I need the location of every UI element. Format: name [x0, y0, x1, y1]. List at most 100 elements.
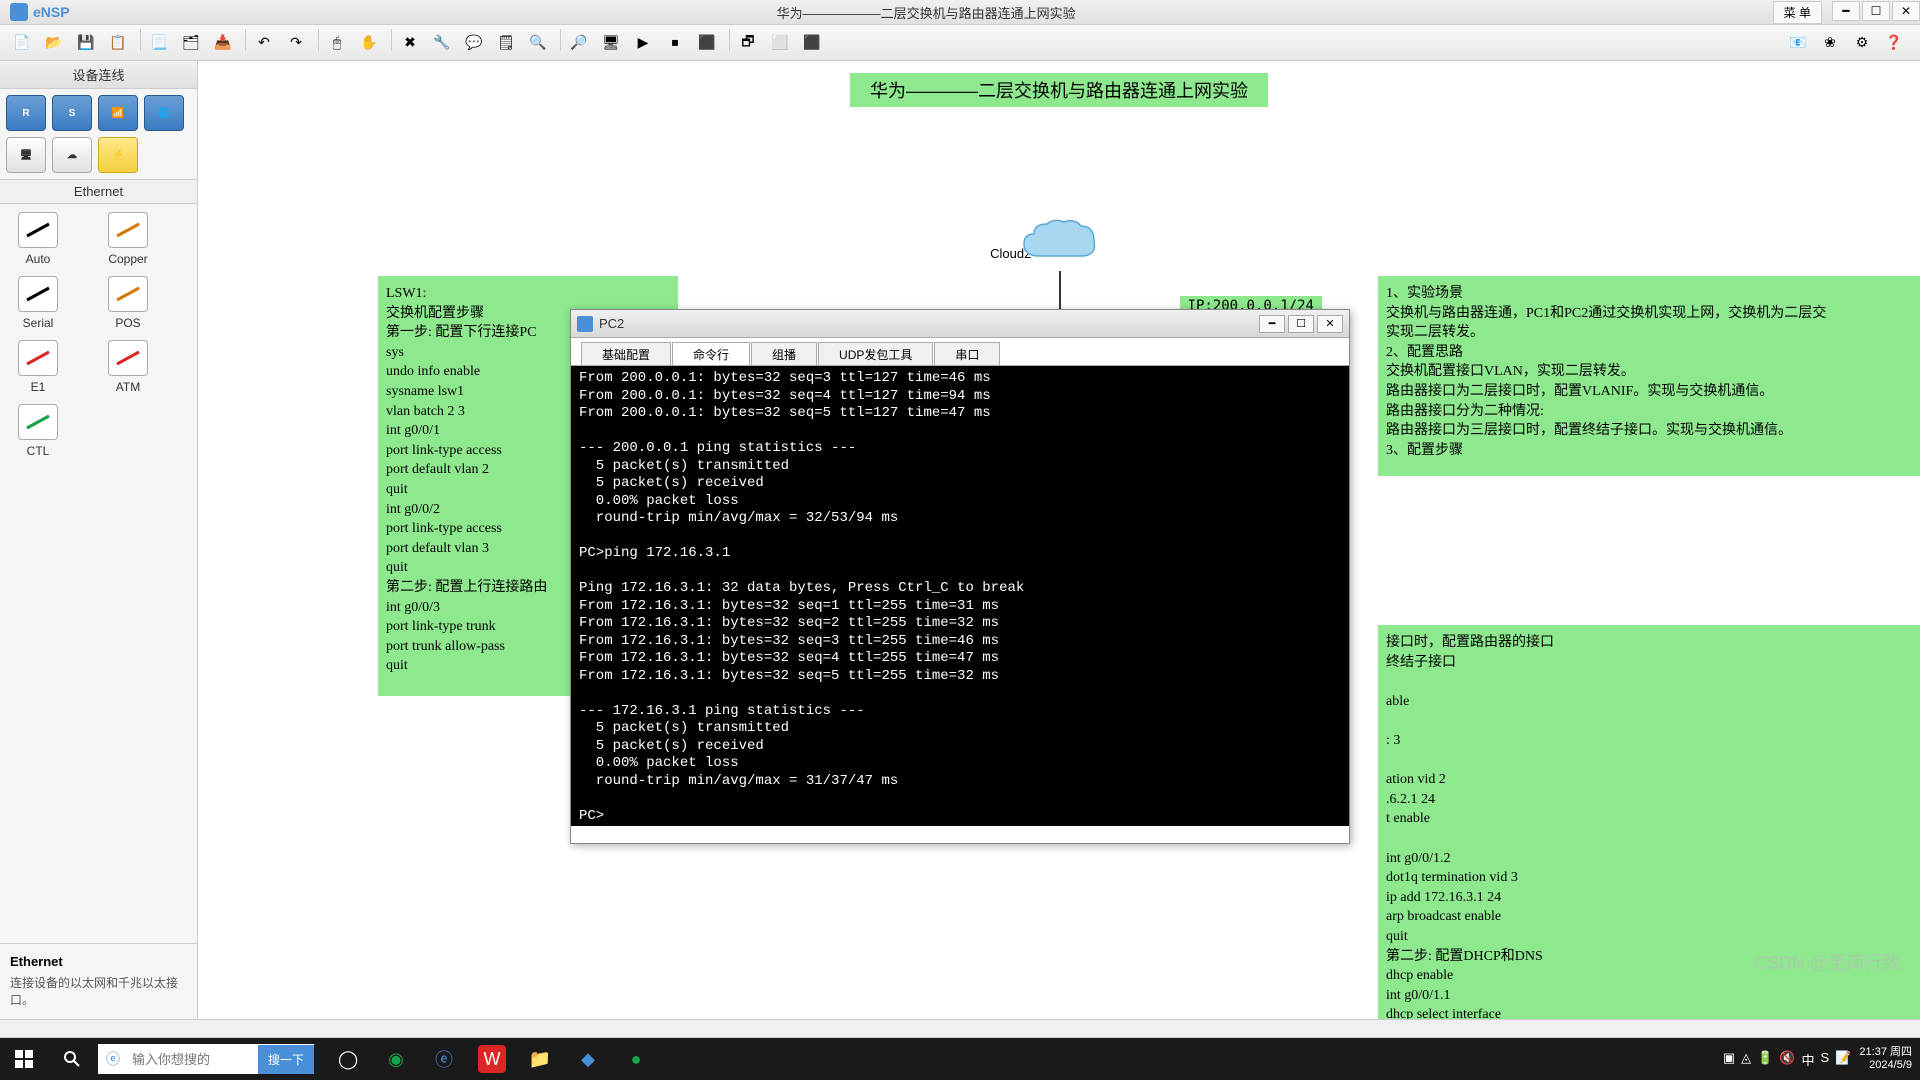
- topology-canvas[interactable]: 华为————二层交换机与路由器连通上网实验 Cloud2 IP:200.0.0.…: [198, 61, 1920, 1019]
- logo-icon: [10, 3, 28, 21]
- toolbar-button-13[interactable]: 💬: [460, 29, 488, 57]
- toolbar-button-11[interactable]: ✖: [396, 29, 424, 57]
- toolbar-right-button-2[interactable]: ⚙: [1848, 29, 1876, 57]
- toolbar-button-9[interactable]: 🖱: [323, 29, 351, 57]
- sidebar: 设备连线 RS📶🌐🖥☁⚡ Ethernet AutoCopperSerialPO…: [0, 61, 198, 1019]
- terminal-tab-1[interactable]: 命令行: [672, 342, 750, 365]
- app-name: eNSP: [33, 4, 70, 20]
- device-button-0[interactable]: R: [6, 95, 46, 131]
- taskbar-apps: ◯◉ⓔW📁◆●: [324, 1038, 660, 1080]
- taskbar-search[interactable]: ⓔ 搜一下: [98, 1044, 314, 1074]
- close-button[interactable]: ✕: [1892, 1, 1920, 21]
- device-button-5[interactable]: ☁: [52, 137, 92, 173]
- toolbar-button-3[interactable]: 📋: [104, 29, 132, 57]
- tray-icon-4[interactable]: 中: [1802, 1050, 1815, 1069]
- taskbar-app-ie[interactable]: ⓔ: [420, 1038, 468, 1080]
- cloud-node[interactable]: [1019, 216, 1099, 266]
- window-controls: 菜 单 ━ ☐ ✕: [1773, 1, 1920, 24]
- device-button-2[interactable]: 📶: [98, 95, 138, 131]
- info-description: 连接设备的以太网和千兆以太接口。: [10, 975, 187, 1009]
- start-button[interactable]: [0, 1038, 48, 1080]
- toolbar-button-19[interactable]: ⏹: [661, 29, 689, 57]
- toolbar-button-20[interactable]: ⬛: [693, 29, 721, 57]
- toolbar-button-12[interactable]: 🔧: [428, 29, 456, 57]
- canvas-title: 华为————二层交换机与路由器连通上网实验: [850, 73, 1268, 107]
- toolbar-right-button-3[interactable]: ❓: [1880, 29, 1908, 57]
- terminal-maximize-button[interactable]: ☐: [1288, 315, 1314, 333]
- toolbar-button-16[interactable]: 🔎: [565, 29, 593, 57]
- terminal-output[interactable]: From 200.0.0.1: bytes=32 seq=3 ttl=127 t…: [571, 366, 1349, 826]
- search-input[interactable]: [128, 1052, 258, 1067]
- terminal-titlebar[interactable]: PC2 ━ ☐ ✕: [571, 310, 1349, 338]
- device-button-1[interactable]: S: [52, 95, 92, 131]
- link-type-e1[interactable]: E1: [8, 340, 68, 394]
- taskbar-app-wps[interactable]: W: [468, 1038, 516, 1080]
- toolbar-button-17[interactable]: 🖥: [597, 29, 625, 57]
- device-palette: RS📶🌐 🖥☁⚡: [0, 89, 197, 179]
- taskbar-app-wechat[interactable]: ●: [612, 1038, 660, 1080]
- device-button-6[interactable]: ⚡: [98, 137, 138, 173]
- terminal-tab-4[interactable]: 串口: [934, 342, 1000, 365]
- toolbar-button-6[interactable]: 📥: [209, 29, 237, 57]
- taskbar-clock[interactable]: 21:37 周四 2024/5/9: [1859, 1046, 1912, 1072]
- windows-taskbar: ⓔ 搜一下 ◯◉ⓔW📁◆● ▣◬🔋🔇中S📝 21:37 周四 2024/5/9: [0, 1038, 1920, 1080]
- maximize-button[interactable]: ☐: [1862, 1, 1890, 21]
- taskbar-app-360[interactable]: ◉: [372, 1038, 420, 1080]
- terminal-tabs: 基础配置命令行组播UDP发包工具串口: [571, 338, 1349, 366]
- tray-icon-2[interactable]: 🔋: [1757, 1050, 1773, 1069]
- toolbar-right-button-0[interactable]: 📧: [1784, 29, 1812, 57]
- link-type-atm[interactable]: ATM: [98, 340, 158, 394]
- ie-icon: ⓔ: [98, 1049, 128, 1069]
- link-type-ctl[interactable]: CTL: [8, 404, 68, 458]
- taskbar-app-chrome[interactable]: ◯: [324, 1038, 372, 1080]
- tray-icon-6[interactable]: 📝: [1835, 1050, 1851, 1069]
- terminal-tab-0[interactable]: 基础配置: [581, 342, 671, 365]
- main-area: 设备连线 RS📶🌐🖥☁⚡ Ethernet AutoCopperSerialPO…: [0, 61, 1920, 1019]
- toolbar-button-15[interactable]: 🔍: [524, 29, 552, 57]
- titlebar: eNSP 华为——————二层交换机与路由器连通上网实验 菜 单 ━ ☐ ✕: [0, 0, 1920, 25]
- menu-button[interactable]: 菜 单: [1773, 1, 1822, 24]
- toolbar-button-7[interactable]: ↶: [250, 29, 278, 57]
- minimize-button[interactable]: ━: [1832, 1, 1860, 21]
- toolbar-button-2[interactable]: 💾: [72, 29, 100, 57]
- link-type-copper[interactable]: Copper: [98, 212, 158, 266]
- device-button-3[interactable]: 🌐: [144, 95, 184, 131]
- tray-icon-0[interactable]: ▣: [1723, 1050, 1735, 1069]
- system-tray: ▣ ◬ 🔋 🔇 中S 📝 21:37 周四 2024/5/9: [1723, 1046, 1920, 1072]
- scenario-note: 1、实验场景 交换机与路由器连通，PC1和PC2通过交换机实现上网，交换机为二层…: [1378, 276, 1920, 476]
- search-icon[interactable]: [48, 1038, 96, 1080]
- link-palette: Auto Copper Serial POS E1 ATM CTL: [0, 204, 197, 466]
- toolbar-button-22[interactable]: ⬜: [766, 29, 794, 57]
- terminal-tab-2[interactable]: 组播: [751, 342, 817, 365]
- tray-icon-1[interactable]: ◬: [1741, 1050, 1751, 1069]
- toolbar-button-18[interactable]: ▶: [629, 29, 657, 57]
- toolbar-button-8[interactable]: ↷: [282, 29, 310, 57]
- terminal-close-button[interactable]: ✕: [1317, 315, 1343, 333]
- toolbar-button-1[interactable]: 📂: [40, 29, 68, 57]
- tray-icon-5[interactable]: S: [1821, 1050, 1830, 1069]
- toolbar-right-button-1[interactable]: ❀: [1816, 29, 1844, 57]
- terminal-title: PC2: [599, 316, 1256, 331]
- toolbar-button-5[interactable]: 🗂: [177, 29, 205, 57]
- search-button[interactable]: 搜一下: [258, 1045, 314, 1074]
- toolbar-button-14[interactable]: 🗒: [492, 29, 520, 57]
- terminal-tab-3[interactable]: UDP发包工具: [818, 342, 933, 365]
- terminal-minimize-button[interactable]: ━: [1259, 315, 1285, 333]
- toolbar: 📄📂💾📋📃🗂📥↶↷🖱✋✖🔧💬🗒🔍🔎🖥▶⏹⬛🗗⬜⬛ 📧❀⚙❓: [0, 25, 1920, 61]
- toolbar-button-4[interactable]: 📃: [145, 29, 173, 57]
- toolbar-button-0[interactable]: 📄: [8, 29, 36, 57]
- device-button-4[interactable]: 🖥: [6, 137, 46, 173]
- ethernet-section-header: Ethernet: [0, 179, 197, 204]
- link-type-auto[interactable]: Auto: [8, 212, 68, 266]
- terminal-logo-icon: [577, 316, 593, 332]
- pc2-terminal-window: PC2 ━ ☐ ✕ 基础配置命令行组播UDP发包工具串口 From 200.0.…: [570, 309, 1350, 844]
- tray-icon-3[interactable]: 🔇: [1779, 1050, 1795, 1069]
- horizontal-scrollbar[interactable]: [0, 1019, 1920, 1037]
- taskbar-app-explorer[interactable]: 📁: [516, 1038, 564, 1080]
- taskbar-app-ensp[interactable]: ◆: [564, 1038, 612, 1080]
- toolbar-button-23[interactable]: ⬛: [798, 29, 826, 57]
- link-type-serial[interactable]: Serial: [8, 276, 68, 330]
- link-type-pos[interactable]: POS: [98, 276, 158, 330]
- toolbar-button-10[interactable]: ✋: [355, 29, 383, 57]
- toolbar-button-21[interactable]: 🗗: [734, 29, 762, 57]
